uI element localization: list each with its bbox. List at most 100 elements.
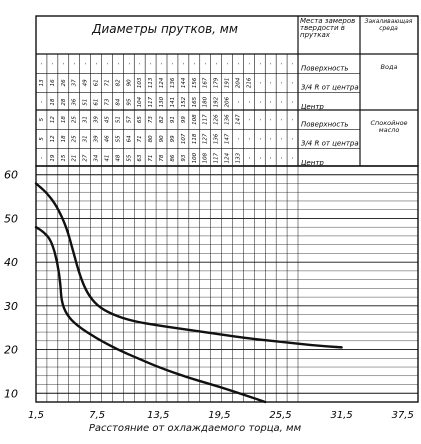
- table-cell: -: [203, 63, 209, 65]
- table-cell: -: [137, 63, 143, 65]
- table-cell: -: [246, 63, 252, 65]
- table-cell: -: [235, 63, 241, 65]
- x-tick-label: 7,5: [89, 410, 105, 421]
- table-cell: -: [257, 138, 263, 140]
- table-cell: -: [290, 101, 296, 103]
- table-cell: 49: [83, 79, 89, 86]
- table-cell: -: [290, 82, 296, 84]
- table-cell: -: [39, 101, 45, 103]
- table-cell: 108: [203, 152, 209, 163]
- x-tick-label: 31,5: [330, 410, 352, 421]
- table-cell: -: [257, 63, 263, 65]
- table-cell: 156: [192, 77, 198, 88]
- table-cell: 12: [50, 116, 56, 123]
- table-cell: -: [104, 63, 110, 65]
- table-cell: 99: [170, 135, 176, 142]
- table-cell: 191: [225, 78, 231, 89]
- table-cell: -: [72, 63, 78, 65]
- table-cell: -: [170, 63, 176, 65]
- table-cell: 18: [61, 135, 67, 142]
- table-cell: 104: [137, 96, 143, 107]
- table-cell: 99: [181, 116, 187, 123]
- table-cell: 73: [148, 116, 154, 123]
- table-cell: -: [268, 157, 274, 159]
- table-cell: -: [279, 82, 285, 84]
- y-tick-label: 40: [4, 256, 18, 269]
- table-cell: 63: [137, 154, 143, 161]
- table-cell: -: [290, 119, 296, 121]
- table-cell: 127: [203, 133, 209, 144]
- x-tick-label: 19,5: [208, 410, 230, 421]
- row-label: 3/4 R от центра: [301, 140, 359, 148]
- table-cell: 71: [148, 155, 154, 162]
- table-title: Диаметры прутков, мм: [92, 22, 238, 36]
- table-cell: -: [279, 157, 285, 159]
- x-tick-label: 25,5: [269, 410, 291, 421]
- table-cell: 25: [72, 135, 78, 142]
- table-cell: 91: [170, 116, 176, 123]
- table-cell: 126: [214, 114, 220, 125]
- table-cell: 118: [192, 133, 198, 144]
- table-cell: 165: [192, 96, 198, 107]
- table-cell: 124: [159, 77, 165, 88]
- series-line-1: [34, 182, 343, 349]
- table-cell: -: [115, 63, 121, 65]
- table-cell: 55: [115, 135, 121, 142]
- y-tick-label: 60: [4, 169, 18, 182]
- table-cell: 179: [214, 77, 220, 88]
- table-cell: 71: [104, 79, 110, 86]
- table-cell: 21: [72, 155, 78, 162]
- table-cell: 5: [39, 117, 45, 121]
- table-cell: -: [279, 119, 285, 121]
- row-label: Поверхность: [301, 64, 348, 72]
- table-cell: -: [268, 138, 274, 140]
- table-cell: 34: [94, 154, 100, 161]
- table-cell: 133: [235, 152, 241, 163]
- medium-label-oil: Спокойное масло: [370, 119, 408, 134]
- table-cell: -: [290, 63, 296, 65]
- row-label: Центр: [301, 103, 324, 111]
- table-cell: 216: [246, 77, 252, 88]
- table-cell: 25: [72, 116, 78, 123]
- table-cell: 36: [72, 98, 78, 105]
- table-cell: 19: [50, 154, 56, 161]
- table-cell: 147: [225, 133, 231, 144]
- x-tick-label: 1,5: [28, 410, 44, 421]
- table-cell: 82: [115, 79, 121, 86]
- table-cell: 167: [203, 77, 209, 88]
- table-cell: -: [290, 138, 296, 140]
- table-cell: 5: [39, 137, 45, 141]
- table-cell: 86: [170, 154, 176, 161]
- table-cell: 45: [104, 116, 110, 123]
- table-cell: 31: [83, 116, 89, 123]
- table-cell: -: [61, 63, 67, 65]
- y-tick-label: 20: [4, 344, 18, 357]
- table-cell: 46: [104, 135, 110, 142]
- header-measure-places: Места замеров твердости в прутках: [300, 17, 356, 39]
- table-cell: -: [39, 157, 45, 159]
- table-cell: -: [192, 63, 198, 65]
- table-cell: 82: [159, 116, 165, 123]
- table-cell: 95: [126, 98, 132, 105]
- table-cell: -: [159, 63, 165, 65]
- table-cell: -: [214, 63, 220, 65]
- table-cell: 103: [137, 77, 143, 88]
- table-cell: 55: [126, 154, 132, 161]
- table-cell: 18: [61, 116, 67, 123]
- table-cell: 136: [214, 133, 220, 144]
- table-cell: 108: [192, 114, 198, 125]
- table-cell: 61: [94, 79, 100, 86]
- table-cell: 51: [83, 99, 89, 106]
- table-cell: 117: [214, 152, 220, 163]
- table-cell: -: [279, 101, 285, 103]
- table-cell: 93: [181, 154, 187, 161]
- table-cell: -: [257, 82, 263, 84]
- table-cell: 204: [235, 77, 241, 88]
- table-cell: -: [235, 101, 241, 103]
- table-cell: 80: [148, 135, 154, 142]
- table-cell: -: [279, 63, 285, 65]
- table-cell: 206: [225, 96, 231, 107]
- table-cell: -: [246, 119, 252, 121]
- table-cell: -: [148, 63, 154, 65]
- table-cell: 31: [83, 135, 89, 142]
